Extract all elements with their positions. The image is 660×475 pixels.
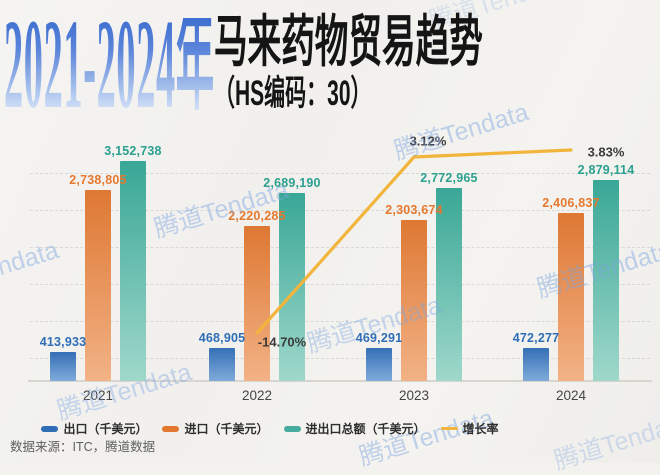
bar-value-label: 2,689,190 xyxy=(263,176,321,190)
bar-进口（千美元）-2024 xyxy=(558,213,584,381)
x-axis-label-2024: 2024 xyxy=(555,388,587,403)
bar-进口（千美元）-2021 xyxy=(85,190,111,381)
title-year-range: 2021-2024年 xyxy=(4,0,215,135)
x-axis-label-2023: 2023 xyxy=(398,388,430,403)
x-axis-label-2021: 2021 xyxy=(82,388,114,403)
bar-value-label: 2,406,837 xyxy=(542,196,600,210)
bar-value-label: 468,905 xyxy=(198,331,246,345)
bar-进出口总额（千美元）-2021 xyxy=(120,161,146,381)
chart-legend: 出口（千美元） 进口（千美元） 进出口总额（千美元） 增长率 xyxy=(0,420,540,437)
legend-swatch-icon xyxy=(283,425,301,432)
bar-value-label: 2,772,965 xyxy=(420,171,478,185)
bar-进口（千美元）-2022 xyxy=(244,226,270,381)
growth-rate-label: -14.70% xyxy=(257,334,307,350)
bar-进口（千美元）-2023 xyxy=(401,220,427,381)
legend-swatch-icon xyxy=(41,425,59,432)
legend-swatch-icon xyxy=(162,425,180,432)
x-axis-label-2022: 2022 xyxy=(241,388,273,403)
legend-label: 进出口总额（千美元） xyxy=(305,422,426,436)
legend-swatch-icon xyxy=(440,426,458,431)
bar-value-label: 2,220,285 xyxy=(228,209,286,223)
bar-出口（千美元）-2022 xyxy=(209,348,235,381)
legend-item-增长率: 增长率 xyxy=(440,420,499,437)
legend-label: 出口（千美元） xyxy=(63,422,148,436)
bar-value-label: 2,879,114 xyxy=(577,163,635,177)
page-title: 马来药物贸易趋势 xyxy=(214,10,483,73)
page-subtitle: （HS编码：30） xyxy=(214,74,372,113)
growth-rate-label: 3.83% xyxy=(587,144,625,160)
data-source: 数据来源：ITC，腾道数据 xyxy=(10,440,156,454)
bar-出口（千美元）-2023 xyxy=(366,348,392,381)
x-axis-line xyxy=(28,380,652,382)
bar-value-label: 472,277 xyxy=(512,331,560,345)
bar-value-label: 413,933 xyxy=(39,335,87,349)
legend-item-出口（千美元）: 出口（千美元） xyxy=(41,420,147,437)
title-block: 马来药物贸易趋势 （HS编码：30） xyxy=(214,12,483,114)
bar-出口（千美元）-2021 xyxy=(50,352,76,381)
legend-item-进口（千美元）: 进口（千美元） xyxy=(162,420,269,437)
bar-value-label: 2,303,674 xyxy=(385,203,443,217)
bar-进出口总额（千美元）-2024 xyxy=(593,180,619,381)
legend-label: 增长率 xyxy=(462,422,499,436)
bar-value-label: 2,738,805 xyxy=(69,173,127,187)
legend-item-进出口总额（千美元）: 进出口总额（千美元） xyxy=(283,420,426,437)
gridline xyxy=(30,358,650,359)
growth-rate-label: 3.12% xyxy=(409,133,447,149)
legend-label: 进口（千美元） xyxy=(184,422,269,436)
bar-出口（千美元）-2024 xyxy=(523,348,549,381)
bar-value-label: 3,152,738 xyxy=(104,144,162,158)
bar-value-label: 469,291 xyxy=(355,331,403,345)
